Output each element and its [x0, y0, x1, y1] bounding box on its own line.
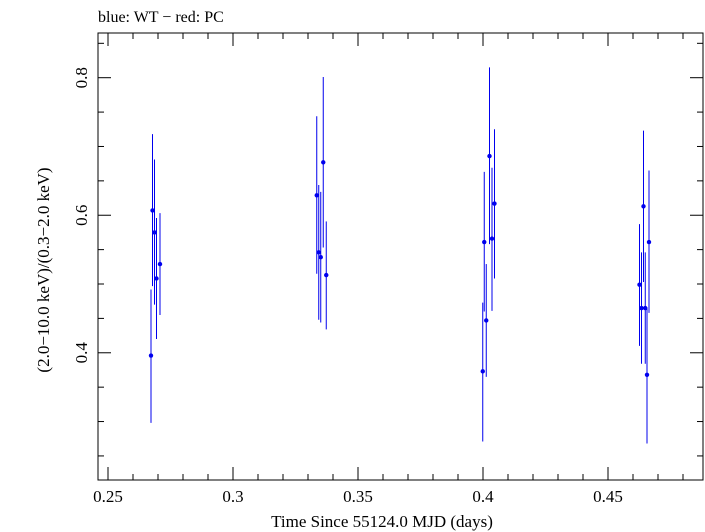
error-bars — [150, 67, 650, 444]
data-point — [637, 282, 642, 287]
data-points — [148, 153, 652, 377]
data-point — [644, 372, 650, 377]
axis-ticks — [98, 33, 703, 480]
y-tick-label: 0.8 — [72, 67, 91, 88]
data-point — [480, 369, 485, 374]
x-tick-label: 0.4 — [472, 487, 494, 506]
y-tick-label: 0.6 — [72, 205, 91, 226]
data-point — [643, 305, 648, 311]
data-point — [150, 208, 155, 213]
x-tick-labels: 0.25 0.3 0.35 0.4 0.45 — [93, 487, 623, 506]
data-point — [489, 236, 495, 241]
data-point — [492, 201, 497, 206]
x-tick-label: 0.35 — [343, 487, 373, 506]
data-point — [484, 318, 489, 323]
y-tick-labels: 0.4 0.6 0.8 — [72, 67, 91, 363]
data-point — [318, 254, 323, 260]
data-point — [148, 353, 154, 358]
x-axis-label: Time Since 55124.0 MJD (days) — [271, 512, 493, 531]
data-point — [639, 305, 644, 311]
data-point — [316, 250, 321, 255]
data-point — [314, 193, 319, 198]
data-point — [641, 204, 646, 209]
x-tick-label: 0.45 — [593, 487, 623, 506]
data-point — [646, 239, 652, 245]
data-point — [482, 239, 487, 245]
x-tick-label: 0.25 — [93, 487, 123, 506]
data-point — [321, 160, 326, 165]
data-point — [154, 276, 159, 281]
data-point — [324, 272, 329, 278]
y-tick-label: 0.4 — [72, 342, 91, 364]
data-point — [152, 230, 157, 235]
chart-title: blue: WT − red: PC — [98, 9, 224, 26]
data-point — [487, 153, 492, 159]
y-axis-label: (2.0−10.0 keV)/(0.3−2.0 keV) — [34, 167, 53, 372]
x-tick-label: 0.3 — [222, 487, 243, 506]
plot-frame — [97, 32, 704, 481]
data-point — [157, 261, 163, 267]
